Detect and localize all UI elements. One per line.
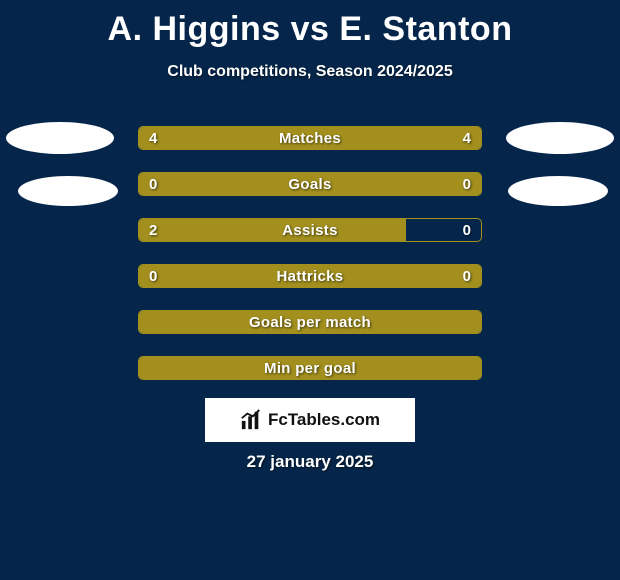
bar-label: Goals — [139, 173, 481, 195]
bar-value-right: 0 — [463, 219, 471, 241]
bar-value-right: 4 — [463, 127, 471, 149]
brand-text: FcTables.com — [268, 410, 380, 430]
bar-value-left: 2 — [149, 219, 157, 241]
bar-value-right: 0 — [463, 173, 471, 195]
subtitle: Club competitions, Season 2024/2025 — [0, 63, 620, 81]
bar-label: Hattricks — [139, 265, 481, 287]
stat-bar-row: Assists2 0 — [138, 218, 482, 242]
stat-bar-row: Matches4 4 — [138, 126, 482, 150]
stat-bar-row: Goals0 0 — [138, 172, 482, 196]
bar-value-left: 0 — [149, 173, 157, 195]
brand-suffix: .com — [340, 410, 380, 429]
bar-label: Min per goal — [139, 357, 481, 379]
decor-ellipse-left-1 — [6, 122, 114, 154]
decor-ellipse-left-2 — [18, 176, 118, 206]
stat-bar-row: Hattricks0 0 — [138, 264, 482, 288]
stat-bars-container: Matches44Goals00Assists20Hattricks00Goal… — [138, 126, 482, 402]
brand-main: Tables — [288, 410, 341, 429]
stat-bar-row: Min per goal — [138, 356, 482, 380]
stat-bar-row: Goals per match — [138, 310, 482, 334]
comparison-title: A. Higgins vs E. Stanton — [0, 0, 620, 49]
bar-label: Assists — [139, 219, 481, 241]
bar-label: Matches — [139, 127, 481, 149]
snapshot-date: 27 january 2025 — [0, 452, 620, 472]
player1-name: A. Higgins — [108, 10, 281, 48]
bar-value-right: 0 — [463, 265, 471, 287]
brand-prefix: Fc — [268, 410, 288, 429]
bar-value-left: 0 — [149, 265, 157, 287]
bar-label: Goals per match — [139, 311, 481, 333]
vs-text: vs — [291, 10, 330, 48]
chart-icon — [240, 409, 262, 431]
decor-ellipse-right-1 — [506, 122, 614, 154]
player2-name: E. Stanton — [339, 10, 512, 48]
brand-box: FcTables.com — [205, 398, 415, 442]
bar-value-left: 4 — [149, 127, 157, 149]
decor-ellipse-right-2 — [508, 176, 608, 206]
